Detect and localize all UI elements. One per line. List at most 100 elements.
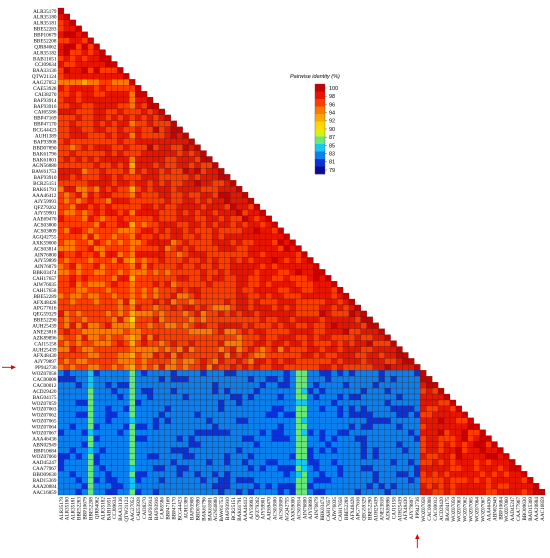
heatmap-cell: [319, 471, 326, 478]
heatmap-cell: [277, 459, 284, 466]
heatmap-cell: [135, 376, 142, 383]
heatmap-cell: [135, 429, 142, 436]
heatmap-cell: [182, 358, 189, 365]
heatmap-cell: [259, 239, 266, 246]
heatmap-cell: [117, 376, 124, 383]
heatmap-cell: [230, 322, 237, 329]
heatmap-cell: [497, 465, 504, 472]
heatmap-cell: [289, 239, 296, 246]
heatmap-cell: [75, 138, 82, 145]
heatmap-cell: [396, 477, 403, 484]
heatmap-cell: [283, 298, 290, 306]
heatmap-cell: [331, 287, 338, 294]
heatmap-cell: [111, 79, 118, 86]
heatmap-cell: [117, 423, 124, 430]
heatmap-cell: [87, 304, 94, 312]
heatmap-cell: [146, 144, 154, 151]
heatmap-cell: [176, 197, 183, 205]
column-label: QTW21124: [124, 497, 130, 522]
heatmap-cell: [354, 346, 362, 353]
heatmap-cell: [313, 376, 320, 383]
heatmap-cell: [348, 429, 356, 436]
heatmap-cell: [218, 281, 225, 288]
heatmap-cell: [247, 477, 255, 484]
row-label: BAF93908: [33, 139, 56, 145]
heatmap-cell: [378, 352, 385, 359]
heatmap-cell: [206, 352, 213, 359]
heatmap-cell: [331, 471, 338, 478]
heatmap-cell: [164, 304, 171, 312]
heatmap-cell: [117, 257, 124, 264]
heatmap-cell: [236, 292, 243, 300]
heatmap-cell: [99, 382, 106, 389]
heatmap-cell: [461, 453, 468, 460]
heatmap-cell: [283, 393, 290, 401]
heatmap-cell: [342, 328, 350, 335]
heatmap-cell: [87, 203, 94, 211]
heatmap-cell: [491, 471, 498, 478]
heatmap-cell: [384, 459, 391, 466]
heatmap-cell: [105, 73, 112, 80]
heatmap-cell: [75, 251, 82, 258]
heatmap-cell: [152, 263, 160, 270]
heatmap-cell: [212, 346, 219, 353]
heatmap-cell: [152, 488, 160, 496]
heatmap-cell: [200, 233, 207, 240]
heatmap-cell: [337, 417, 344, 424]
heatmap-cell: [443, 393, 451, 401]
heatmap-cell: [152, 346, 160, 353]
heatmap-cell: [170, 287, 177, 294]
heatmap-cell: [164, 168, 171, 175]
heatmap-cell: [93, 180, 100, 187]
heatmap-cell: [188, 316, 195, 323]
heatmap-cell: [283, 429, 290, 436]
heatmap-cell: [473, 441, 480, 448]
heatmap-cell: [170, 352, 177, 359]
heatmap-cell: [146, 411, 154, 418]
heatmap-cell: [141, 405, 148, 412]
heatmap-cell: [105, 144, 112, 151]
heatmap-cell: [111, 120, 118, 127]
heatmap-cell: [432, 405, 439, 412]
heatmap-cell: [337, 405, 344, 412]
heatmap-cell: [325, 310, 332, 317]
heatmap-cell: [99, 304, 106, 312]
heatmap-cell: [152, 393, 160, 401]
heatmap-cell: [105, 233, 112, 240]
heatmap-cell: [224, 441, 231, 448]
heatmap-cell: [325, 423, 332, 430]
heatmap-cell: [123, 482, 130, 490]
heatmap-cell: [158, 352, 166, 359]
heatmap-cell: [236, 364, 243, 371]
heatmap-cell: [105, 168, 112, 175]
heatmap-cell: [408, 482, 415, 490]
heatmap-cell: [75, 174, 82, 181]
heatmap-cell: [105, 471, 112, 478]
heatmap-cell: [289, 251, 296, 258]
heatmap-cell: [331, 292, 338, 300]
heatmap-cell: [170, 328, 177, 335]
heatmap-cell: [461, 447, 468, 454]
heatmap-cell: [57, 441, 65, 448]
heatmap-cell: [87, 417, 94, 424]
heatmap-cell: [325, 346, 332, 353]
heatmap-cell: [271, 429, 278, 436]
heatmap-cell: [515, 488, 522, 496]
heatmap-cell: [479, 471, 486, 478]
heatmap-cell: [99, 477, 106, 484]
heatmap-cell: [135, 346, 142, 353]
heatmap-cell: [206, 405, 213, 412]
heatmap-cell: [479, 465, 486, 472]
heatmap-cell: [123, 191, 130, 199]
heatmap-cell: [295, 423, 302, 430]
heatmap-cell: [396, 382, 403, 389]
heatmap-cell: [188, 435, 195, 442]
heatmap-cell: [170, 227, 177, 234]
heatmap-cell: [206, 209, 213, 216]
heatmap-cell: [289, 488, 296, 496]
heatmap-cell: [87, 67, 94, 74]
heatmap-cell: [253, 411, 261, 418]
heatmap-cell: [307, 304, 314, 312]
heatmap-cell: [81, 215, 88, 222]
heatmap-cell: [57, 447, 65, 454]
